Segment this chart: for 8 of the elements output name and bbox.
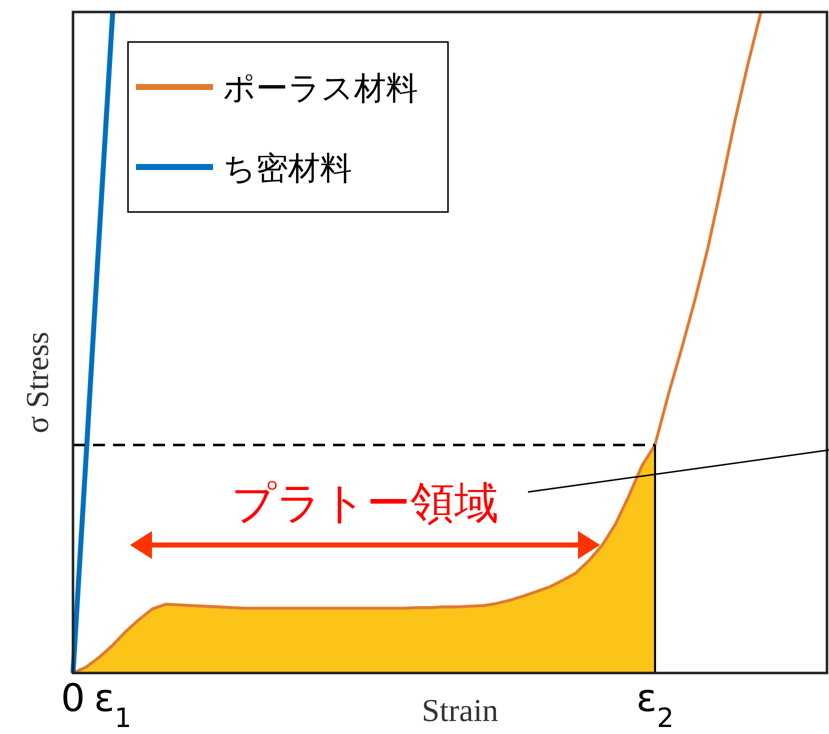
x-tick-label: 0 [60, 676, 86, 720]
legend-label: ポーラス材料 [223, 69, 418, 107]
legend-label: ち密材料 [223, 149, 352, 187]
x-tick-label: ε$_{2}$ [636, 676, 674, 734]
x-tick-label: ε$_{1}$ [94, 676, 132, 734]
annotation: プラトー領域 [232, 478, 498, 529]
y-axis-title: σ Stress [19, 332, 55, 434]
x-axis-title: Strain [422, 692, 498, 728]
